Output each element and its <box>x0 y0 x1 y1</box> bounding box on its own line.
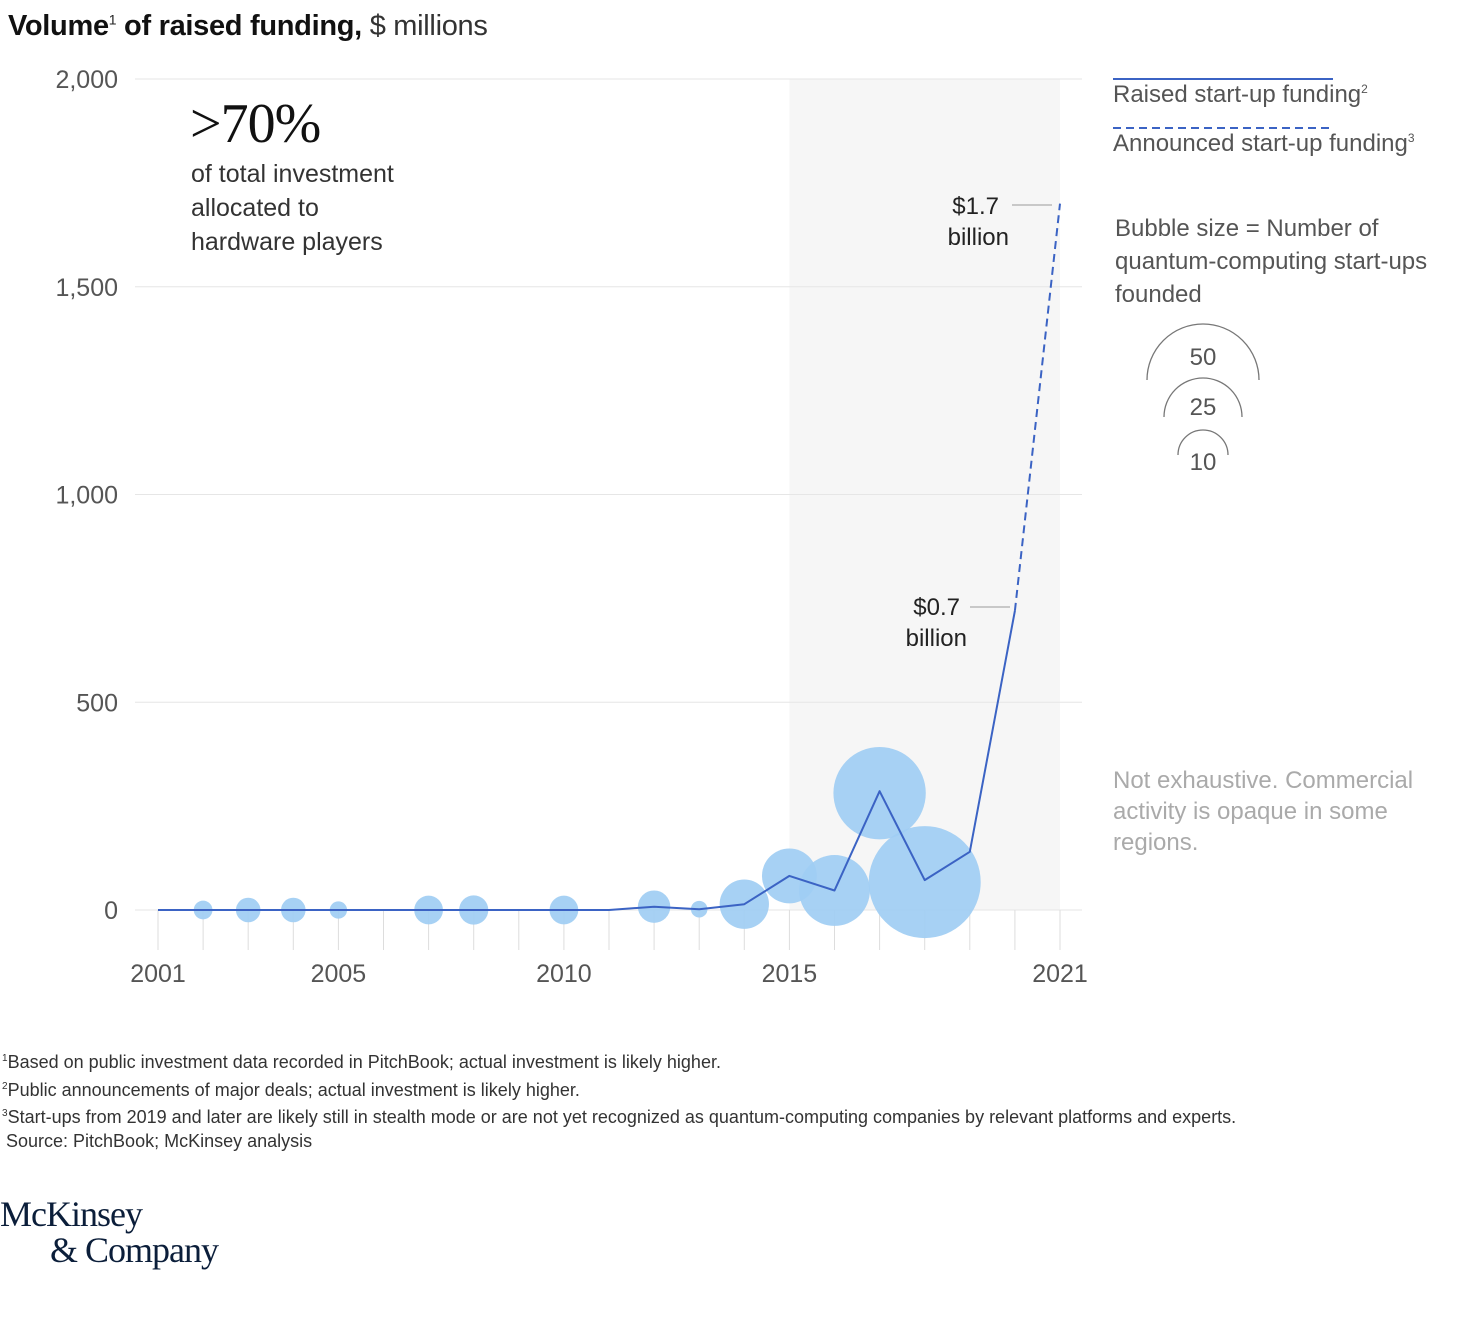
annotation-0-7-unit: billion <box>906 625 967 652</box>
legend-bubble-50 <box>1146 323 1260 381</box>
x-tick-label: 2005 <box>311 960 367 988</box>
bubble <box>868 826 981 939</box>
legend-bubble-10-label: 10 <box>1190 449 1217 476</box>
x-tick-label: 2021 <box>1032 960 1088 988</box>
y-tick-label: 0 <box>104 897 118 925</box>
y-tick-label: 2,000 <box>55 66 118 94</box>
legend-announced-text: Announced start-up funding <box>1113 130 1408 157</box>
title-bold: Volume <box>8 10 109 42</box>
footnote-1-text: Based on public investment data recorded… <box>7 1052 721 1072</box>
legend-bubble-10 <box>1177 429 1229 456</box>
callout-line-1: of total investment <box>191 160 394 188</box>
legend-raised-text: Raised start-up funding <box>1113 81 1362 108</box>
title-sup: 1 <box>108 11 117 28</box>
logo-line-2: & Company <box>50 1230 219 1270</box>
footnote-3: 3Start-ups from 2019 and later are likel… <box>2 1102 1236 1130</box>
footnote-3-sup: 3 <box>2 1108 8 1119</box>
callout-percentage: >70% <box>190 93 321 155</box>
title-bold-2: of raised funding, <box>116 10 362 42</box>
callout-line-2: allocated to <box>191 194 319 222</box>
annotation-0-7-value: $0.7 <box>913 594 960 621</box>
y-tick-label: 500 <box>76 689 118 717</box>
callout-text: of total investment allocated to hardwar… <box>191 157 451 259</box>
legend-bubble-25-label: 25 <box>1190 394 1217 421</box>
announced-funding-line <box>1013 203 1061 611</box>
y-tick-label: 1,000 <box>55 482 118 510</box>
logo-line-1: McKinsey <box>0 1194 143 1234</box>
legend-announced-sup: 3 <box>1407 131 1415 145</box>
legend-bubble-50-label: 50 <box>1190 344 1217 371</box>
legend-bubble-25 <box>1163 377 1243 418</box>
x-tick-label: 2010 <box>536 960 592 988</box>
chart-title: Volume1 of raised funding, $ millions <box>8 10 488 43</box>
x-tick-label: 2015 <box>762 960 818 988</box>
raised-funding-line <box>158 610 1016 911</box>
footnotes: 1Based on public investment data recorde… <box>2 1047 1236 1153</box>
footnote-3-text: Start-ups from 2019 and later are likely… <box>7 1107 1237 1127</box>
y-tick-label: 1,500 <box>55 274 118 302</box>
callout-line-3: hardware players <box>191 228 383 256</box>
x-tick-label: 2001 <box>130 960 186 988</box>
mckinsey-logo: McKinsey & Company <box>0 1194 219 1270</box>
footnote-2-text: Public announcements of major deals; act… <box>7 1079 580 1100</box>
legend-raised-label: Raised start-up funding2 <box>1113 81 1368 109</box>
bubble-size-legend-title: Bubble size = Number of quantum-computin… <box>1115 215 1428 308</box>
source-line: Source: PitchBook; McKinsey analysis <box>6 1130 313 1151</box>
annotation-1-7-value: $1.7 <box>952 193 999 220</box>
footnote-1-sup: 1 <box>2 1053 8 1064</box>
footnote-1: 1Based on public investment data recorde… <box>2 1047 1236 1075</box>
not-exhaustive-note: Not exhaustive. Commercial activity is o… <box>1113 767 1414 856</box>
annotation-1-7-unit: billion <box>948 224 1009 251</box>
footnote-2: 2Public announcements of major deals; ac… <box>2 1075 1236 1103</box>
legend-raised-sup: 2 <box>1361 82 1368 96</box>
title-unit: $ millions <box>361 10 488 42</box>
funding-chart: 0 500 1,000 1,500 2,000 2001 2005 2010 2015 2021… <box>55 66 1333 988</box>
legend-announced-label: Announced start-up funding3 <box>1113 130 1415 158</box>
footnote-2-sup: 2 <box>2 1080 8 1092</box>
